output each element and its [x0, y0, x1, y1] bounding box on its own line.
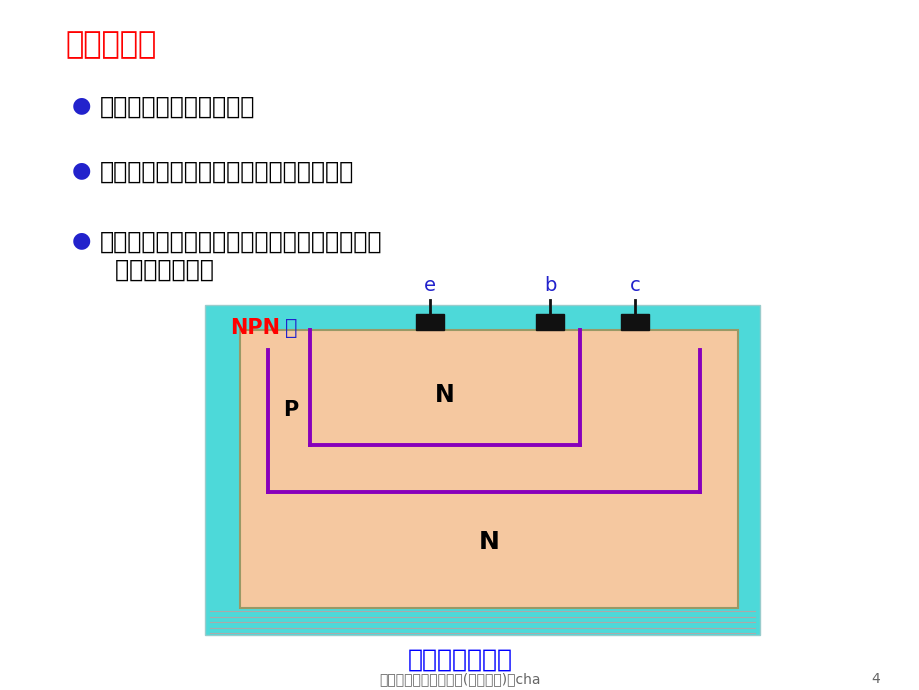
Bar [205, 305, 759, 635]
Bar [536, 314, 563, 330]
Bar [415, 314, 444, 330]
Text: ●: ● [72, 160, 91, 180]
Text: 康华光《电子技术基础(模拟部分)》cha: 康华光《电子技术基础(模拟部分)》cha [379, 672, 540, 686]
Text: 管芯结构剖面图: 管芯结构剖面图 [407, 648, 512, 672]
Text: ●: ● [72, 95, 91, 115]
Text: 4: 4 [870, 672, 879, 686]
Text: 集电区掺杂浓度低于发射区，且面积大；: 集电区掺杂浓度低于发射区，且面积大； [100, 160, 354, 184]
Text: b: b [543, 276, 556, 295]
Text: NPN: NPN [230, 318, 279, 338]
Bar [620, 314, 648, 330]
Text: N: N [478, 530, 499, 554]
Text: 结构特点：: 结构特点： [65, 30, 156, 59]
Text: N: N [435, 383, 454, 407]
Bar [240, 330, 737, 608]
Text: 基区很薄，一般在几个微米至几十个微米，且
  掺杂浓度最低。: 基区很薄，一般在几个微米至几十个微米，且 掺杂浓度最低。 [100, 230, 382, 282]
Text: 型: 型 [285, 318, 297, 338]
Text: c: c [629, 276, 640, 295]
Text: 发射区的掺杂浓度最高；: 发射区的掺杂浓度最高； [100, 95, 255, 119]
Text: P: P [283, 400, 298, 420]
Text: ●: ● [72, 230, 91, 250]
Text: e: e [424, 276, 436, 295]
